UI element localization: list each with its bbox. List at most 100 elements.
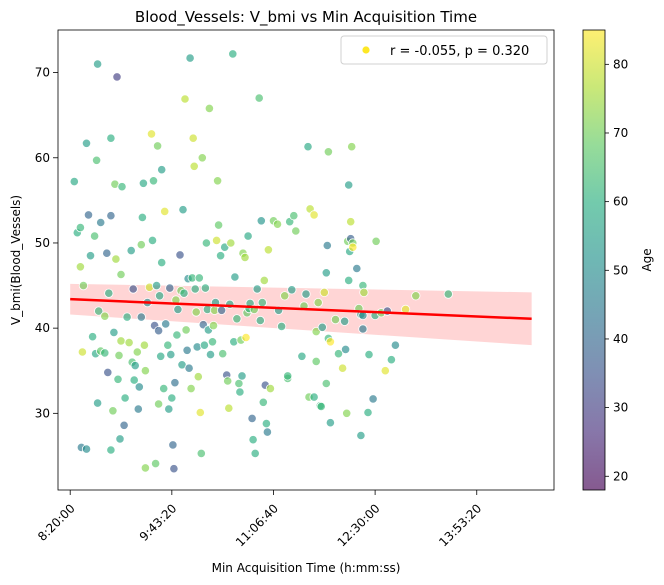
data-point bbox=[184, 363, 194, 373]
data-point bbox=[152, 280, 162, 291]
data-point bbox=[280, 291, 290, 301]
data-point bbox=[137, 212, 147, 222]
data-point bbox=[232, 314, 242, 324]
data-point bbox=[136, 240, 146, 250]
data-point bbox=[200, 283, 210, 293]
data-point bbox=[247, 413, 257, 423]
data-point bbox=[228, 49, 238, 59]
data-point bbox=[276, 321, 287, 331]
y-tick-label: 40 bbox=[35, 321, 50, 335]
data-point bbox=[262, 427, 272, 437]
data-point bbox=[182, 345, 192, 355]
data-point bbox=[119, 420, 129, 430]
data-point bbox=[186, 383, 196, 394]
data-point bbox=[411, 291, 421, 301]
colorbar-frame bbox=[582, 29, 606, 491]
data-point bbox=[93, 398, 103, 408]
data-point bbox=[330, 314, 341, 325]
data-point bbox=[319, 287, 329, 297]
legend-marker bbox=[361, 45, 371, 55]
data-point bbox=[243, 231, 253, 241]
legend: r = -0.055, p = 0.320 bbox=[340, 35, 548, 65]
y-axis-label: V_bmi(Blood_Vessels) bbox=[9, 195, 23, 325]
data-point bbox=[380, 366, 390, 376]
data-point bbox=[214, 220, 224, 230]
data-point bbox=[255, 315, 265, 326]
data-point bbox=[157, 257, 167, 268]
data-point bbox=[173, 304, 183, 314]
data-point bbox=[116, 269, 126, 280]
data-point bbox=[100, 348, 110, 358]
data-point bbox=[347, 142, 357, 152]
data-point bbox=[356, 430, 366, 441]
data-point bbox=[189, 161, 199, 171]
data-point bbox=[339, 316, 350, 326]
data-point bbox=[289, 211, 299, 221]
data-point bbox=[179, 288, 189, 298]
data-point bbox=[92, 155, 102, 165]
x-tick-label: 13:53:20 bbox=[436, 501, 484, 549]
data-point bbox=[90, 231, 100, 241]
data-point bbox=[163, 340, 173, 350]
data-point bbox=[81, 444, 92, 454]
data-point bbox=[146, 129, 157, 139]
colorbar-tick-label: 30 bbox=[613, 401, 628, 415]
data-point bbox=[213, 176, 223, 186]
data-point bbox=[199, 340, 209, 350]
data-point bbox=[301, 289, 311, 299]
data-point bbox=[303, 142, 313, 152]
data-point bbox=[323, 147, 333, 157]
data-point bbox=[322, 240, 332, 251]
data-point bbox=[265, 383, 275, 394]
data-point bbox=[78, 280, 89, 291]
data-point bbox=[114, 350, 124, 360]
data-point bbox=[340, 344, 351, 354]
data-point bbox=[154, 399, 164, 409]
data-point bbox=[272, 219, 283, 229]
data-point bbox=[126, 246, 136, 256]
data-point bbox=[160, 206, 170, 216]
colorbar-gradient bbox=[583, 30, 605, 490]
data-point bbox=[197, 153, 207, 163]
data-point bbox=[138, 178, 148, 188]
data-point bbox=[117, 182, 127, 192]
data-point bbox=[283, 371, 293, 381]
data-point bbox=[83, 210, 94, 220]
data-point bbox=[157, 165, 167, 175]
data-point bbox=[359, 287, 369, 297]
data-point bbox=[257, 297, 267, 308]
data-point bbox=[81, 138, 92, 148]
data-point bbox=[156, 351, 166, 361]
data-point bbox=[116, 336, 126, 346]
data-point bbox=[102, 248, 112, 258]
data-point bbox=[344, 275, 354, 285]
data-point bbox=[93, 59, 103, 69]
data-point bbox=[100, 311, 110, 321]
data-point bbox=[218, 349, 228, 359]
data-point bbox=[151, 458, 161, 469]
y-tick-label: 60 bbox=[35, 151, 50, 165]
data-point bbox=[109, 327, 119, 337]
data-point bbox=[205, 349, 216, 360]
data-point bbox=[261, 418, 271, 429]
data-point bbox=[132, 347, 142, 357]
data-point bbox=[291, 226, 301, 236]
colorbar-tick-label: 80 bbox=[613, 57, 628, 71]
colorbar-tick-label: 50 bbox=[613, 263, 628, 277]
x-tick-label: 8:20:00 bbox=[35, 501, 78, 544]
data-point bbox=[129, 375, 139, 385]
data-point bbox=[134, 382, 144, 392]
data-point bbox=[363, 407, 373, 418]
legend-box bbox=[340, 35, 548, 65]
data-point bbox=[337, 363, 348, 373]
data-point bbox=[133, 404, 143, 414]
data-point bbox=[196, 448, 206, 458]
data-point bbox=[217, 305, 227, 315]
data-point bbox=[252, 284, 262, 294]
data-point bbox=[165, 283, 175, 293]
data-point bbox=[172, 330, 182, 340]
data-point bbox=[190, 284, 200, 294]
colorbar-tick-label: 70 bbox=[613, 126, 628, 140]
data-point bbox=[234, 378, 244, 389]
